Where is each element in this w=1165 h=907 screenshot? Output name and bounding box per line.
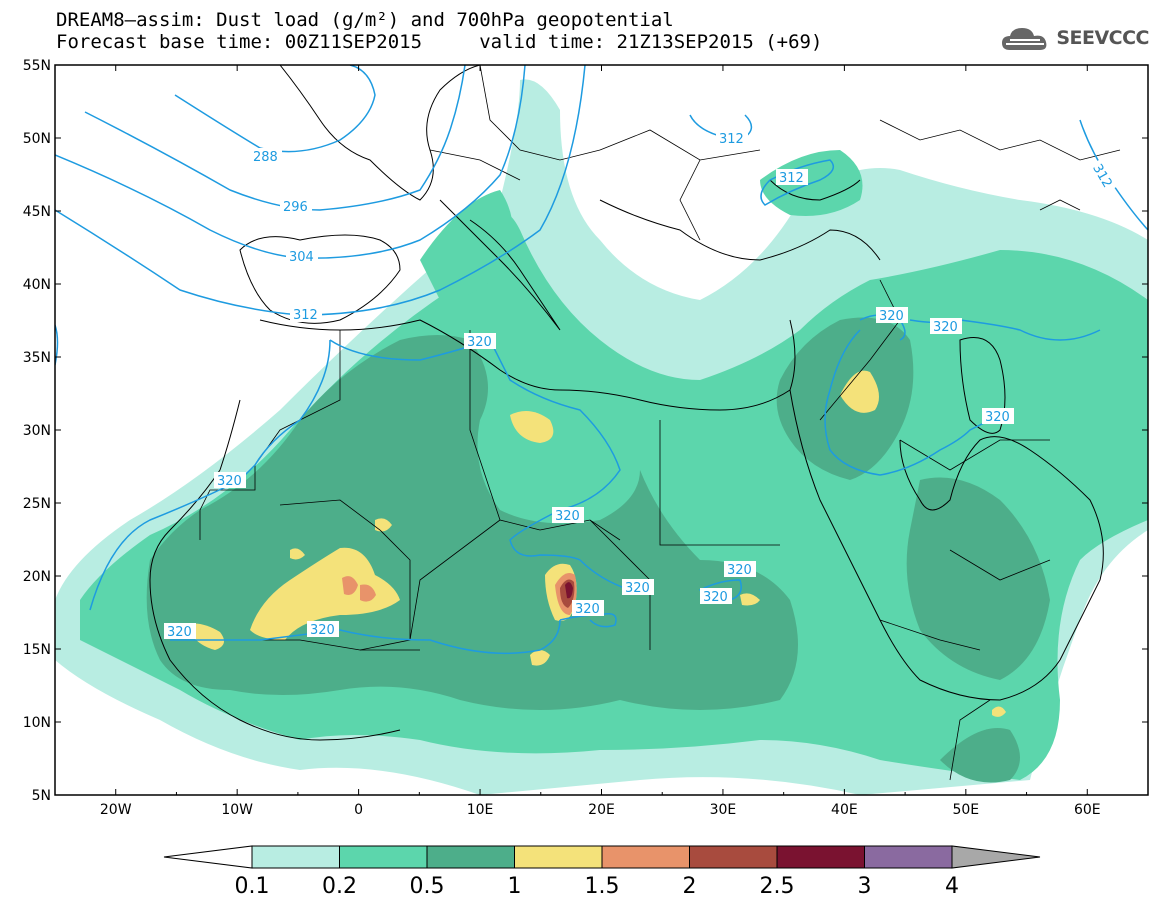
map-content: 288 296 304 312 312 312 312 320 320 320 … (55, 65, 1148, 795)
colorbar-level-label: 0.2 (322, 874, 357, 899)
lat-label: 25N (23, 496, 51, 512)
contour-label-text: 320 (217, 474, 242, 489)
contour-label: 320 (876, 307, 908, 324)
contour-label: 320 (982, 408, 1014, 425)
contour-label-text: 320 (985, 410, 1010, 425)
colorbar-box (339, 845, 428, 869)
colorbar-level-label: 2.5 (760, 874, 795, 899)
colorbar-box (864, 845, 953, 869)
lat-label: 5N (32, 788, 51, 804)
contour-label: 304 (286, 248, 318, 265)
contour-label-text: 320 (555, 509, 580, 524)
contour-label: 320 (572, 600, 604, 617)
contour-label: 320 (164, 623, 196, 640)
contour-label-text: 320 (933, 320, 958, 335)
map-subtitle: Forecast base time: 00Z11SEP2015 valid t… (56, 31, 823, 53)
dust-layer-high (342, 572, 577, 615)
colorbar-level-label: 3 (858, 874, 872, 899)
coastlines (149, 65, 1104, 741)
seevccc-logo: SEEVCCC (1000, 24, 1149, 52)
lon-label: 0 (354, 802, 363, 818)
contour-label-text: 320 (727, 563, 752, 578)
colorbar (163, 845, 1041, 869)
lon-label: 20W (100, 802, 132, 818)
contour-label: 320 (214, 472, 246, 489)
colorbar-level-label: 1.5 (585, 874, 620, 899)
colorbar-box (776, 845, 865, 869)
latitude-axis: 55N 50N 45N 40N 35N 30N 25N 20N 15N 10N 5N (23, 58, 1148, 804)
contour-label: 320 (724, 561, 756, 578)
contour-label: 320 (930, 318, 962, 335)
contour-label-text: 320 (575, 602, 600, 617)
lat-label: 40N (23, 277, 51, 293)
contour-label: 320 (622, 579, 654, 596)
contour-label: 312 (290, 306, 322, 323)
lat-label: 35N (23, 350, 51, 366)
contour-label-text: 296 (283, 200, 308, 215)
contour-label: 320 (464, 333, 496, 350)
lon-label: 10E (467, 802, 494, 818)
colorbar-level-label: 2 (683, 874, 697, 899)
colorbar-box (601, 845, 690, 869)
contour-label-text: 320 (310, 623, 335, 638)
contour-label: 320 (552, 507, 584, 524)
lon-label: 60E (1074, 802, 1101, 818)
contour-label-text: 320 (703, 590, 728, 605)
lon-label: 10W (221, 802, 253, 818)
contour-label: 288 (250, 148, 282, 165)
contour-label-text: 312 (293, 308, 318, 323)
lat-label: 30N (23, 423, 51, 439)
lon-label: 30E (710, 802, 737, 818)
colorbar-max-arrow (951, 845, 1041, 869)
lat-label: 55N (23, 58, 51, 74)
lat-label: 15N (23, 642, 51, 658)
contour-label-text: 312 (779, 171, 804, 186)
lon-label: 20E (588, 802, 615, 818)
lat-label: 20N (23, 569, 51, 585)
contour-label: 312 (776, 169, 808, 186)
colorbar-level-label: 4 (945, 874, 959, 899)
contour-label-text: 320 (625, 581, 650, 596)
cloud-icon (1002, 28, 1047, 50)
colorbar-labels: 0.1 0.2 0.5 1 1.5 2 2.5 3 4 (235, 874, 960, 899)
contour-label: 312 (716, 130, 748, 147)
lat-label: 10N (23, 715, 51, 731)
colorbar-box (426, 845, 515, 869)
colorbar-box (689, 845, 778, 869)
lon-label: 40E (831, 802, 858, 818)
contour-label-text: 288 (253, 150, 278, 165)
contour-label-text: 320 (467, 335, 492, 350)
logo-text: SEEVCCC (1056, 27, 1149, 49)
lat-label: 50N (23, 131, 51, 147)
dust-layer-yellow (185, 370, 1006, 717)
lon-label: 50E (952, 802, 979, 818)
contour-labels: 288 296 304 312 312 312 312 320 320 320 … (164, 130, 1119, 640)
contour-label-text: 320 (167, 625, 192, 640)
colorbar-level-label: 0.1 (235, 874, 270, 899)
contour-label: 296 (280, 198, 312, 215)
contour-label-text: 320 (879, 309, 904, 324)
colorbar-box (514, 845, 603, 869)
map-title: DREAM8–assim: Dust load (g/m²) and 700hP… (56, 9, 674, 31)
contour-label: 320 (307, 621, 339, 638)
longitude-axis: 20W 10W 0 10E 20E 30E 40E 50E 60E (54, 65, 1149, 818)
lat-label: 45N (23, 204, 51, 220)
colorbar-box (251, 845, 340, 869)
colorbar-level-label: 1 (508, 874, 522, 899)
country-borders (199, 65, 1121, 781)
contour-label-text: 304 (289, 250, 314, 265)
contour-label-text: 312 (719, 132, 744, 147)
geopotential-contours (55, 65, 1148, 655)
colorbar-min-arrow (163, 845, 253, 869)
colorbar-level-label: 0.5 (410, 874, 445, 899)
contour-label: 320 (700, 588, 732, 605)
